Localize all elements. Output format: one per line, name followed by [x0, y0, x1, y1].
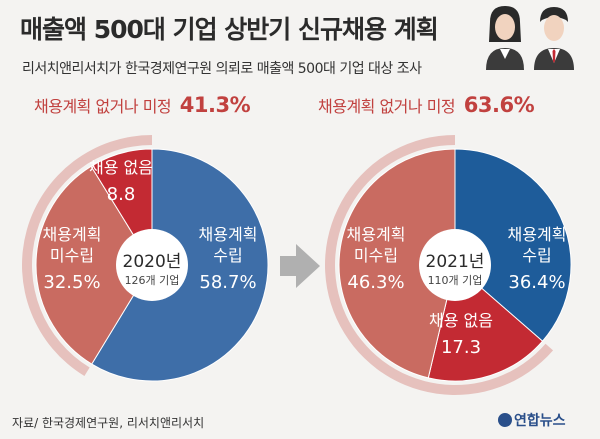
- callout-2020-label: 채용계획 없거나 미정: [34, 97, 172, 116]
- pie-1-year-label: 2021년: [426, 252, 485, 272]
- pie-1-slice-2-name-0: 채용계획: [347, 225, 406, 244]
- callout-2021: 채용계획 없거나 미정 63.6%: [318, 93, 535, 117]
- pie-1-slice-0: [454, 148, 572, 342]
- callout-2021-value: 63.6%: [463, 93, 535, 117]
- yonhap-logo-icon: [498, 413, 512, 427]
- pie-0-slice-0-name-1: 수립: [213, 246, 242, 265]
- female-worker-icon: [486, 6, 524, 70]
- office-workers-icon: [486, 6, 574, 70]
- pie-1-slice-0-value: 36.4%: [508, 272, 565, 293]
- pie-0-slice-0-name-0: 채용계획: [199, 225, 258, 244]
- pie-1-slice-2-value: 46.3%: [347, 272, 404, 293]
- pie-0-slice-2-name-0: 채용 없음: [89, 158, 153, 177]
- pie-1-slice-0-name-1: 수립: [522, 246, 551, 265]
- pie-1-sample-label: 110개 기업: [428, 274, 483, 287]
- pie-1-slice-1-name-0: 채용 없음: [429, 311, 493, 330]
- pie-1-slice-0-name-0: 채용계획: [508, 225, 567, 244]
- chart-subtitle: 리서치앤리서치가 한국경제연구원 의뢰로 매출액 500대 기업 대상 조사: [22, 61, 422, 77]
- pie-1-slice-2: [338, 148, 456, 379]
- male-worker-icon: [534, 7, 574, 70]
- pie-0-slice-0-value: 58.7%: [199, 272, 256, 293]
- pie-0-slice-1: [35, 165, 153, 365]
- transition-arrow: [280, 244, 320, 288]
- callout-2020: 채용계획 없거나 미정 41.3%: [34, 93, 251, 117]
- callout-2021-label: 채용계획 없거나 미정: [318, 97, 456, 116]
- pie-0-center: [116, 229, 188, 301]
- chart-title: 매출액 500대 기업 상반기 신규채용 계획: [20, 15, 439, 44]
- pie-1-slice-2-name-1: 미수립: [354, 246, 398, 265]
- pie-0-slice-2-value: 8.8: [107, 184, 136, 205]
- pie-0-slice-1-value: 32.5%: [43, 272, 100, 293]
- pie-0-year-label: 2020년: [123, 252, 182, 272]
- source-note: 자료/ 한국경제연구원, 리서치앤리서치: [12, 416, 205, 430]
- pie-0-slice-1-name-1: 미수립: [50, 246, 94, 265]
- pie-1-halo: [324, 135, 554, 395]
- pie-0-sample-label: 126개 기업: [125, 274, 180, 287]
- pie-1-slice-1-value: 17.3: [441, 337, 481, 358]
- pie-1-center: [419, 229, 491, 301]
- yonhap-logo-text: 연합뉴스: [514, 413, 566, 429]
- yonhap-logo: 연합뉴스: [498, 410, 566, 430]
- callout-2020-value: 41.3%: [179, 93, 251, 117]
- pie-0-slice-1-name-0: 채용계획: [43, 225, 102, 244]
